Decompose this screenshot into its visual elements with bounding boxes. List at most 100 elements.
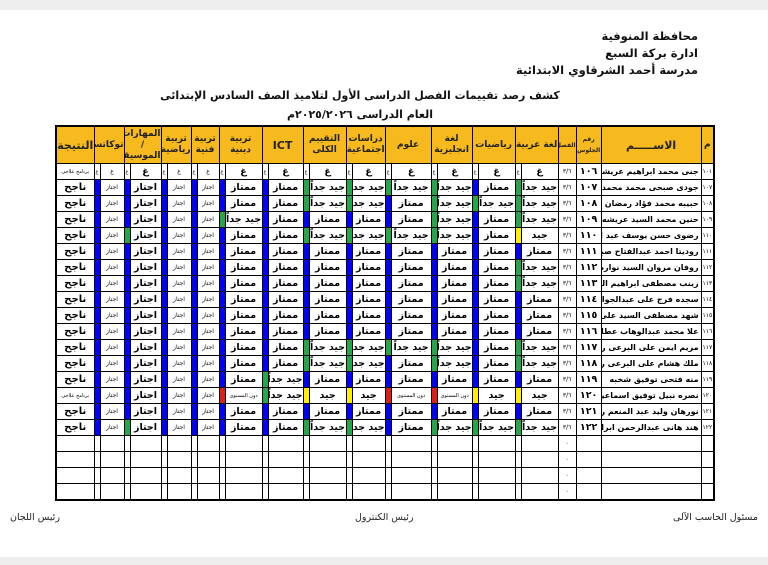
indicator-tokkatsu bbox=[93, 275, 101, 292]
grade-social-studies: جيد جداً bbox=[351, 339, 386, 356]
col-name: الاســـــم bbox=[600, 125, 702, 164]
row-number: ١١٣ bbox=[700, 275, 715, 292]
indicator-science bbox=[384, 291, 392, 308]
empty-cell bbox=[520, 435, 559, 452]
indicator-sport bbox=[160, 211, 168, 228]
grade-math: ممتاز bbox=[477, 403, 516, 420]
grade-overall: ممتاز bbox=[308, 371, 347, 388]
indicator-math bbox=[471, 243, 479, 260]
empty-cell bbox=[575, 467, 602, 484]
seat-number: ١١٢ bbox=[575, 259, 602, 276]
row-number: ١١٩ bbox=[700, 371, 715, 388]
indicator-english bbox=[430, 291, 438, 308]
indicator-social-studies bbox=[345, 195, 353, 212]
indicator-sport bbox=[160, 323, 168, 340]
indicator-english bbox=[430, 243, 438, 260]
row-number: ١١٠ bbox=[700, 227, 715, 244]
indicator-overall bbox=[302, 387, 310, 404]
indicator-arabic bbox=[514, 339, 522, 356]
indicator-overall bbox=[302, 275, 310, 292]
empty-cell bbox=[166, 467, 192, 484]
grade-overall: جيد جداً bbox=[308, 339, 347, 356]
grade-arabic: غ bbox=[520, 163, 559, 180]
empty-cell bbox=[471, 435, 479, 452]
empty-cell bbox=[575, 483, 602, 501]
indicator-religion bbox=[218, 419, 226, 436]
grade-social-studies: ممتاز bbox=[351, 243, 386, 260]
grade-math: ممتاز bbox=[477, 371, 516, 388]
empty-cell bbox=[160, 451, 168, 468]
indicator-overall: غ bbox=[302, 163, 310, 180]
indicator-science bbox=[384, 227, 392, 244]
indicator-art bbox=[190, 195, 198, 212]
indicator-overall bbox=[302, 371, 310, 388]
empty-cell bbox=[55, 467, 95, 484]
grade-social-studies: جيد جداً bbox=[351, 195, 386, 212]
grades-table: م الاســـــم رقم الجلوس الفصل لغة عربية … bbox=[55, 125, 716, 501]
empty-cell bbox=[123, 483, 131, 501]
indicator-art bbox=[190, 323, 198, 340]
grade-math: ممتاز bbox=[477, 291, 516, 308]
empty-row: ٠ bbox=[55, 435, 715, 452]
empty-cell bbox=[93, 451, 101, 468]
grade-ict: ممتاز bbox=[267, 339, 304, 356]
indicator-sport: غ bbox=[160, 163, 168, 180]
grade-art: اجتاز bbox=[196, 179, 220, 196]
grade-ict: ممتاز bbox=[267, 275, 304, 292]
grade-religion: ممتاز bbox=[224, 227, 263, 244]
indicator-music bbox=[123, 275, 131, 292]
indicator-tokkatsu bbox=[93, 355, 101, 372]
indicator-religion bbox=[218, 291, 226, 308]
row-number: ١١١ bbox=[700, 243, 715, 260]
seat-number: ١١٦ bbox=[575, 323, 602, 340]
indicator-overall bbox=[302, 291, 310, 308]
indicator-ict bbox=[261, 195, 269, 212]
indicator-ict bbox=[261, 339, 269, 356]
col-sport: تربية رياضية bbox=[160, 125, 192, 164]
indicator-overall bbox=[302, 259, 310, 276]
grade-tokkatsu: اجتاز bbox=[99, 339, 125, 356]
empty-cell bbox=[308, 451, 347, 468]
indicator-sport bbox=[160, 179, 168, 196]
seat-number: ١١٨ bbox=[575, 355, 602, 372]
indicator-sport bbox=[160, 355, 168, 372]
indicator-sport bbox=[160, 403, 168, 420]
grade-sport: اجتاز bbox=[166, 275, 192, 292]
class-section: ٣/٦ bbox=[557, 307, 577, 324]
indicator-arabic bbox=[514, 403, 522, 420]
indicator-english bbox=[430, 323, 438, 340]
col-arabic: لغة عربية bbox=[514, 125, 559, 164]
indicator-music bbox=[123, 179, 131, 196]
result: ناجح bbox=[55, 355, 95, 372]
indicator-tokkatsu bbox=[93, 339, 101, 356]
class-section: ٣/٦ bbox=[557, 227, 577, 244]
class-section: ٣/٦ bbox=[557, 179, 577, 196]
indicator-science: غ bbox=[384, 163, 392, 180]
grade-ict: ممتاز bbox=[267, 323, 304, 340]
indicator-ict bbox=[261, 355, 269, 372]
indicator-arabic bbox=[514, 275, 522, 292]
seat-number: ١١١ bbox=[575, 243, 602, 260]
grade-english: جيد جداً bbox=[436, 339, 473, 356]
indicator-music bbox=[123, 259, 131, 276]
grade-social-studies: غ bbox=[351, 163, 386, 180]
grade-religion: ممتاز bbox=[224, 243, 263, 260]
grade-art: اجتاز bbox=[196, 403, 220, 420]
empty-cell bbox=[477, 435, 516, 452]
grade-science: جيد جداً bbox=[390, 227, 432, 244]
indicator-music bbox=[123, 403, 131, 420]
indicator-english bbox=[430, 339, 438, 356]
empty-cell bbox=[196, 483, 220, 501]
empty-cell bbox=[351, 467, 386, 484]
indicator-math bbox=[471, 275, 479, 292]
indicator-religion bbox=[218, 211, 226, 228]
indicator-science bbox=[384, 387, 392, 404]
grade-math: غ bbox=[477, 163, 516, 180]
grade-music: اجتاز bbox=[129, 227, 162, 244]
grade-social-studies: ممتاز bbox=[351, 403, 386, 420]
grade-music: غ bbox=[129, 163, 162, 180]
indicator-tokkatsu bbox=[93, 243, 101, 260]
